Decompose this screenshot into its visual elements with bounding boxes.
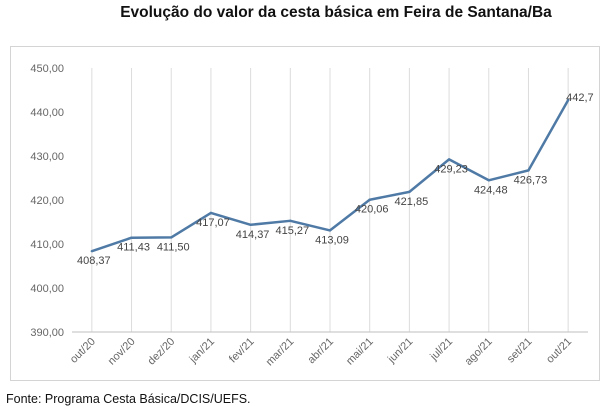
x-tick-label: nov/20 bbox=[106, 336, 138, 368]
y-tick-label: 410,00 bbox=[30, 239, 64, 251]
data-point bbox=[209, 211, 213, 215]
data-label: 411,43 bbox=[117, 242, 150, 254]
y-tick-label: 430,00 bbox=[30, 151, 64, 163]
data-label: 417,07 bbox=[196, 217, 230, 229]
x-tick-label: out/21 bbox=[544, 336, 574, 366]
x-tick-label: out/20 bbox=[68, 336, 98, 366]
data-point bbox=[249, 223, 252, 226]
data-point bbox=[289, 219, 292, 223]
data-point bbox=[328, 229, 332, 232]
x-tick-label: set/21 bbox=[505, 336, 535, 366]
x-tick-label: mar/21 bbox=[264, 336, 297, 369]
data-label: 414,37 bbox=[236, 229, 270, 241]
data-point bbox=[170, 236, 173, 239]
x-tick-label: jun/21 bbox=[385, 336, 415, 366]
data-label: 442,7 bbox=[566, 92, 594, 104]
y-tick-label: 390,00 bbox=[30, 327, 64, 339]
data-label: 421,85 bbox=[395, 196, 429, 208]
chart-frame bbox=[10, 46, 600, 381]
y-tick-label: 400,00 bbox=[30, 283, 64, 295]
data-label: 424,48 bbox=[474, 184, 508, 196]
source-note: Fonte: Programa Cesta Básica/DCIS/UEFS. bbox=[6, 392, 251, 406]
data-label: 426,73 bbox=[514, 174, 548, 186]
x-tick-label: ago/21 bbox=[463, 336, 495, 368]
data-label: 420,06 bbox=[355, 204, 389, 216]
chart-title: Evolução do valor da cesta básica em Fei… bbox=[120, 4, 552, 21]
y-tick-label: 440,00 bbox=[30, 107, 64, 119]
data-point bbox=[130, 236, 133, 239]
data-label: 411,50 bbox=[157, 241, 190, 253]
x-tick-label: dez/20 bbox=[146, 336, 178, 368]
grid-layer bbox=[91, 68, 569, 332]
data-point bbox=[408, 190, 411, 194]
data-point bbox=[566, 98, 570, 102]
axis-layer: 390,00 400,00 410,00 420,00 430,00 440,00 450,… bbox=[30, 63, 588, 368]
data-label: 415,27 bbox=[275, 225, 309, 237]
data-point bbox=[487, 179, 490, 182]
x-tick-label: jul/21 bbox=[427, 336, 455, 364]
x-tick-label: mai/21 bbox=[344, 336, 376, 368]
x-tick-label: fev/21 bbox=[227, 336, 257, 366]
x-tick-label: abr/21 bbox=[306, 336, 337, 367]
y-tick-label: 450,00 bbox=[30, 63, 64, 75]
label-layer: 408,37 411,43 411,50 417,07 414,37 415,27 413,… bbox=[77, 92, 594, 267]
data-point bbox=[368, 198, 371, 201]
x-tick-label: jan/21 bbox=[187, 336, 217, 366]
data-label: 413,09 bbox=[315, 234, 349, 246]
data-point bbox=[527, 169, 530, 172]
data-label: 429,23 bbox=[434, 163, 468, 175]
y-tick-label: 420,00 bbox=[30, 195, 64, 207]
data-label: 408,37 bbox=[77, 255, 111, 267]
series-layer bbox=[90, 98, 570, 253]
data-point bbox=[90, 249, 94, 253]
data-point bbox=[447, 158, 451, 161]
